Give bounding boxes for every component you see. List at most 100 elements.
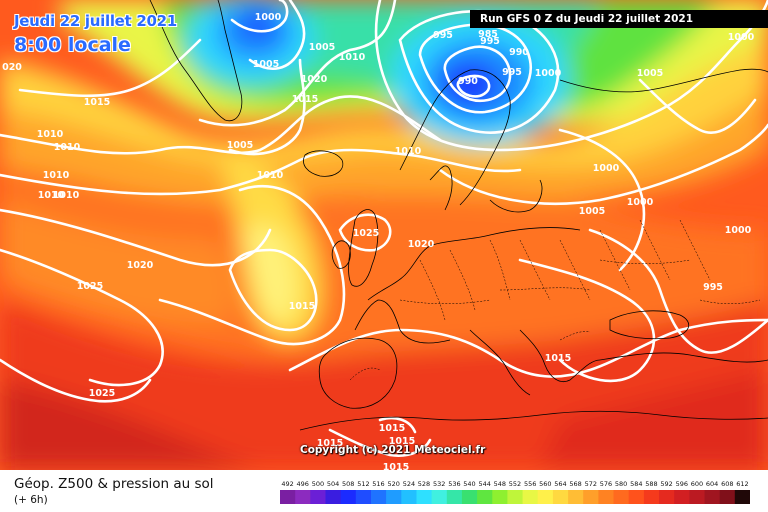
legend-tick-label: 528 <box>418 480 430 488</box>
legend-swatch <box>371 490 387 504</box>
legend-tick-label: 588 <box>645 480 657 488</box>
legend-tick-label: 612 <box>736 480 748 488</box>
legend-swatch <box>492 490 508 504</box>
isobar-label: 985 <box>478 29 498 40</box>
isobar-label: 1005 <box>253 59 279 70</box>
legend-tick-label: 500 <box>312 480 324 488</box>
legend-tick-label: 600 <box>691 480 703 488</box>
isobar-label: 1000 <box>255 12 282 23</box>
legend-swatch <box>568 490 584 504</box>
legend-swatch <box>416 490 433 504</box>
legend-tick-label: 560 <box>539 480 551 488</box>
legend-tick-label: 496 <box>296 480 308 488</box>
isobar-label: 020 <box>2 62 22 73</box>
isobar-label: 1000 <box>728 32 755 43</box>
isobar-label: 1015 <box>84 97 110 108</box>
legend-tick-label: 608 <box>721 480 733 488</box>
legend-swatch <box>613 490 630 504</box>
isobar-label: 1025 <box>89 388 115 399</box>
country-borders <box>349 219 761 381</box>
isobar-label: 1010 <box>53 190 80 201</box>
legend-swatch <box>719 490 736 504</box>
isobar-label: 1010 <box>339 52 366 63</box>
isobar-label: 1000 <box>725 225 752 236</box>
isobar-label: 1005 <box>637 68 663 79</box>
legend-tick-label: 536 <box>448 480 460 488</box>
isobar-label: 1020 <box>408 239 435 250</box>
isobar-label: 1015 <box>292 94 318 105</box>
legend-tick-label: 524 <box>403 480 415 488</box>
color-scale-legend: 492 496 500 504 508 512 516 520 524 528 532 536 540 5… <box>280 480 750 504</box>
forecast-date: Jeudi 22 juillet 2021 <box>14 12 177 30</box>
legend-swatch <box>598 490 615 504</box>
isobar-labels: 1000 1005 1010 1005 1020 1015 1005 1010 020 1015 1… <box>2 12 755 470</box>
isobar-label: 1005 <box>579 206 605 217</box>
coastlines <box>149 0 768 431</box>
copyright-notice: Copyright (c) 2021 Meteociel.fr <box>300 444 486 456</box>
legend-swatch <box>537 490 554 504</box>
legend-tick-label: 572 <box>585 480 597 488</box>
isobar-label: 1015 <box>317 438 343 449</box>
legend-swatch <box>280 490 296 504</box>
legend-tick-label: 580 <box>615 480 627 488</box>
run-info-banner: Run GFS 0 Z du Jeudi 22 juillet 2021 <box>470 10 768 28</box>
isobar-label: 1010 <box>38 190 65 201</box>
isobar-label: 1025 <box>77 281 103 292</box>
legend-swatch <box>401 490 417 504</box>
legend-tick-label: 512 <box>357 480 369 488</box>
isobar-label: 1000 <box>593 163 620 174</box>
isobar-label: 1025 <box>353 228 379 239</box>
isobar-label: 1000 <box>535 68 562 79</box>
isobar-label: 1010 <box>37 129 64 140</box>
isobar-label: 990 <box>509 47 529 58</box>
legend-tick-label: 576 <box>600 480 612 488</box>
legend-swatch <box>689 490 706 504</box>
legend-tick-label: 564 <box>554 480 566 488</box>
isobar-label: 1005 <box>309 42 335 53</box>
isobar-label: 1000 <box>627 197 654 208</box>
isobar-label: 1020 <box>301 74 328 85</box>
forecast-time: 8:00 locale <box>14 34 131 56</box>
legend-swatch <box>583 490 599 504</box>
legend-swatch <box>522 490 539 504</box>
legend-tick-label: 504 <box>327 480 339 488</box>
legend-swatch <box>552 490 569 504</box>
legend-swatch <box>431 490 448 504</box>
legend-tick-label: 540 <box>463 480 475 488</box>
isobar-label: 1015 <box>289 301 315 312</box>
legend-swatch <box>477 490 493 504</box>
legend-swatch <box>446 490 463 504</box>
legend-tick-label: 516 <box>372 480 384 488</box>
legend-swatch <box>674 490 690 504</box>
legend-swatch <box>643 490 660 504</box>
legend-tick-label: 592 <box>660 480 672 488</box>
isobar-label: 1010 <box>257 170 284 181</box>
legend-swatch <box>704 490 721 504</box>
isobar-lines <box>0 0 768 457</box>
legend-tick-label: 596 <box>676 480 688 488</box>
isobar-label: 1005 <box>227 140 253 151</box>
isobar-label: 1015 <box>383 462 409 470</box>
legend-swatch <box>310 490 326 504</box>
legend-tick-label: 552 <box>509 480 521 488</box>
weather-map: 1000 1005 1010 1005 1020 1015 1005 1010 020 1015 1… <box>0 0 768 470</box>
legend-swatch <box>507 490 524 504</box>
legend-swatch <box>659 490 675 504</box>
legend-tick-label: 584 <box>630 480 642 488</box>
legend-swatch <box>734 490 750 504</box>
isobar-label: 1010 <box>395 146 422 157</box>
legend-tick-label: 532 <box>433 480 445 488</box>
isobar-label: 995 <box>480 36 500 47</box>
legend-swatch <box>386 490 402 504</box>
isobar-label: 995 <box>502 67 522 78</box>
legend-tick-label: 508 <box>342 480 354 488</box>
isobar-label: 1015 <box>379 423 405 434</box>
isobar-label: 995 <box>703 282 723 293</box>
isobar-label: 1020 <box>127 260 154 271</box>
legend-tick-label: 556 <box>524 480 536 488</box>
legend-tick-label: 520 <box>387 480 399 488</box>
legend-swatch <box>355 490 372 504</box>
legend-swatch <box>628 490 645 504</box>
isobar-label: 1015 <box>389 436 415 447</box>
